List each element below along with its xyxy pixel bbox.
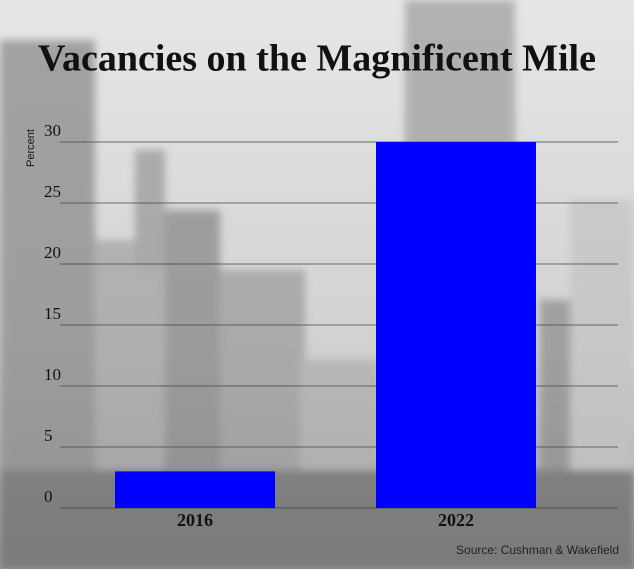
chart-title: Vacancies on the Magnificent Mile (38, 38, 596, 80)
y-tick-label: 0 (44, 487, 53, 506)
y-tick-label: 15 (44, 304, 61, 323)
y-tick-label: 5 (44, 426, 53, 445)
y-tick-label: 20 (44, 243, 61, 262)
x-tick-label: 2016 (177, 510, 213, 530)
bar (115, 471, 275, 508)
source: Source: Cushman & Wakefield (456, 543, 619, 557)
x-tick-label: 2022 (438, 510, 474, 530)
y-tick-label: 30 (44, 121, 61, 140)
y-axis-label: Percent (25, 129, 37, 167)
y-tick-label: 10 (44, 365, 61, 384)
y-tick-label: 25 (44, 182, 61, 201)
bar (376, 142, 536, 508)
